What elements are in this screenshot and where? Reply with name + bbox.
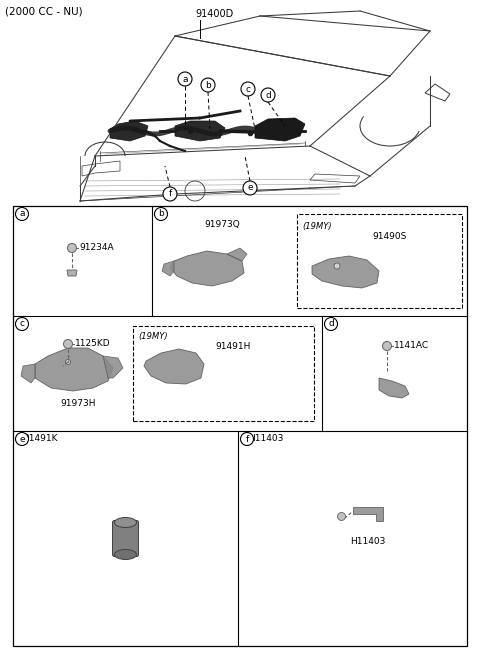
Text: a: a — [182, 75, 188, 83]
Text: f: f — [168, 190, 172, 199]
Circle shape — [15, 318, 28, 331]
Polygon shape — [110, 121, 148, 141]
Bar — [297, 214, 462, 308]
Circle shape — [201, 78, 215, 92]
Text: H11403: H11403 — [248, 434, 283, 443]
Text: e: e — [19, 434, 25, 443]
Polygon shape — [255, 118, 305, 141]
Ellipse shape — [115, 518, 136, 527]
Circle shape — [155, 207, 168, 220]
Circle shape — [334, 263, 340, 269]
Text: 1141AC: 1141AC — [394, 342, 429, 350]
Bar — [13, 206, 467, 646]
Circle shape — [63, 340, 72, 348]
Circle shape — [163, 187, 177, 201]
Text: f: f — [245, 434, 249, 443]
Polygon shape — [21, 364, 35, 383]
Polygon shape — [67, 270, 77, 276]
Text: e: e — [247, 184, 253, 192]
Circle shape — [15, 207, 28, 220]
Text: 91400D: 91400D — [195, 9, 233, 19]
Text: (19MY): (19MY) — [138, 332, 168, 341]
Text: b: b — [158, 209, 164, 218]
Polygon shape — [312, 256, 379, 288]
Circle shape — [324, 318, 337, 331]
Circle shape — [240, 432, 253, 445]
Circle shape — [261, 88, 275, 102]
Text: (19MY): (19MY) — [302, 222, 332, 231]
Circle shape — [337, 512, 346, 520]
Text: 91234A: 91234A — [79, 243, 114, 253]
Text: 91491K: 91491K — [23, 434, 58, 443]
Text: b: b — [205, 81, 211, 89]
FancyBboxPatch shape — [112, 520, 139, 556]
Circle shape — [178, 72, 192, 86]
Text: (2000 CC - NU): (2000 CC - NU) — [5, 6, 83, 16]
Circle shape — [65, 359, 71, 365]
Text: c: c — [20, 319, 24, 329]
Text: 1125KD: 1125KD — [75, 340, 110, 348]
Circle shape — [243, 181, 257, 195]
Polygon shape — [162, 261, 174, 276]
Polygon shape — [379, 378, 409, 398]
Circle shape — [68, 243, 76, 253]
Text: d: d — [265, 91, 271, 100]
Polygon shape — [35, 348, 113, 391]
Polygon shape — [227, 248, 247, 261]
Polygon shape — [175, 121, 225, 141]
Text: 91973Q: 91973Q — [204, 220, 240, 229]
Polygon shape — [352, 506, 383, 520]
Text: a: a — [19, 209, 25, 218]
Text: 91973H: 91973H — [60, 399, 96, 408]
Ellipse shape — [115, 550, 136, 560]
Text: d: d — [328, 319, 334, 329]
Text: 91491H: 91491H — [216, 342, 251, 351]
Polygon shape — [170, 251, 244, 286]
Circle shape — [241, 82, 255, 96]
Polygon shape — [103, 356, 123, 378]
Text: c: c — [245, 85, 251, 94]
Circle shape — [383, 342, 392, 350]
Text: 91490S: 91490S — [372, 232, 407, 241]
Text: H11403: H11403 — [350, 537, 385, 546]
Bar — [133, 326, 314, 421]
Circle shape — [15, 432, 28, 445]
Polygon shape — [144, 349, 204, 384]
